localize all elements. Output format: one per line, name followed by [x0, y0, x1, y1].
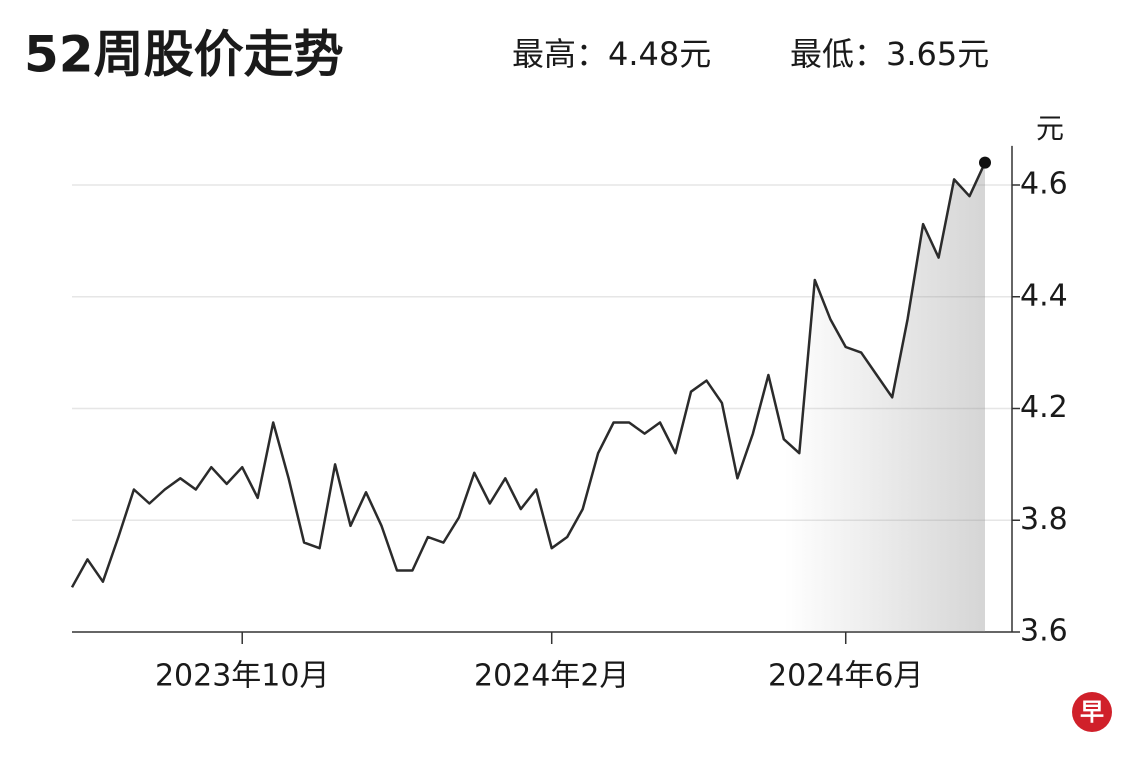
x-tick-label: 2024年6月 [768, 659, 923, 694]
logo-badge [1072, 692, 1112, 732]
y-tick-label: 4.4 [1020, 278, 1068, 313]
y-tick-label: 4.2 [1020, 390, 1068, 425]
last-point [979, 156, 991, 169]
annotation: 最高：4.48元 [512, 35, 711, 73]
y-unit: 元 [1036, 112, 1064, 145]
area [72, 162, 985, 632]
chart-title: 52周股价走势 [24, 26, 344, 84]
x-tick-label: 2023年10月 [155, 659, 330, 694]
annotation: 最低：3.65元 [790, 35, 989, 73]
y-tick-label: 3.8 [1020, 502, 1068, 537]
price-line [70, 162, 987, 588]
logo: 早 [1080, 698, 1104, 726]
x-tick-label: 2024年2月 [474, 659, 629, 694]
y-tick-label: 4.6 [1020, 167, 1068, 202]
y-tick-label: 3.6 [1020, 614, 1068, 649]
